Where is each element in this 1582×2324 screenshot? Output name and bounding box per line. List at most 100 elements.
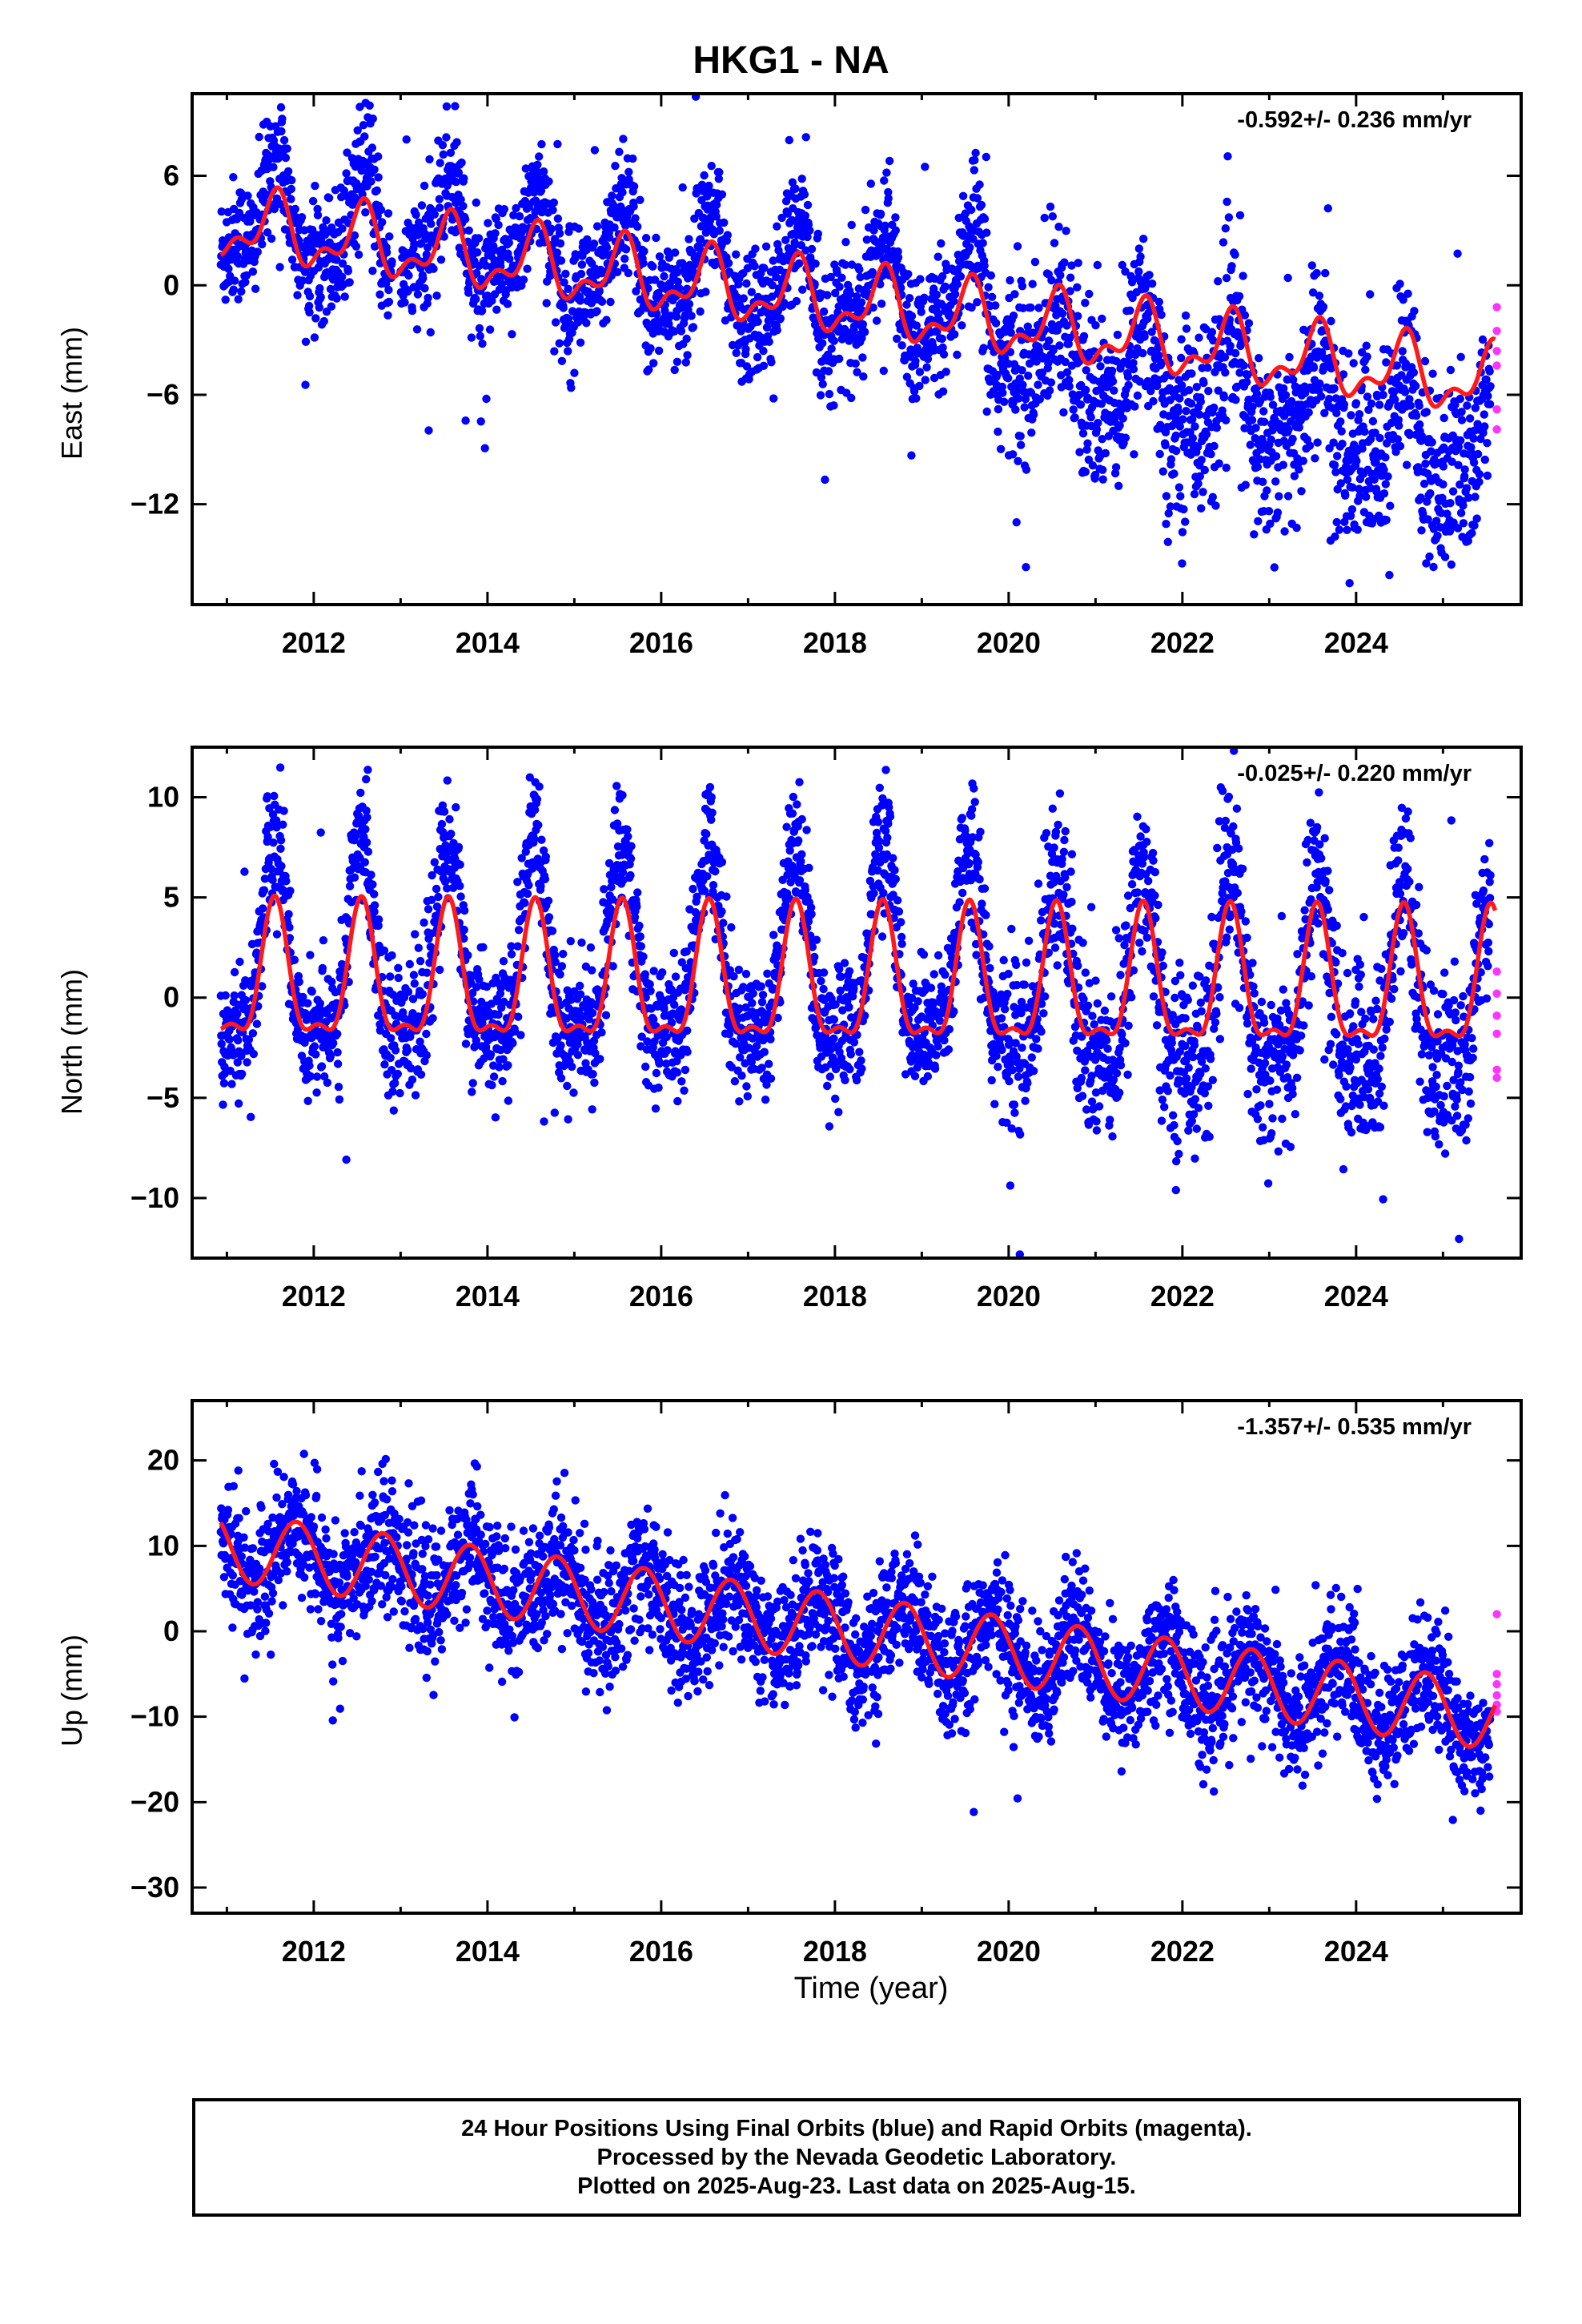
east-final-point: [1423, 497, 1431, 506]
east-final-point: [1177, 335, 1186, 344]
east-final-point: [555, 229, 564, 238]
east-xtick-label: 2018: [803, 626, 867, 659]
north-final-point: [703, 872, 712, 881]
north-final-point: [671, 972, 681, 981]
east-final-point: [934, 252, 942, 261]
east-final-point: [841, 260, 850, 269]
east-final-point: [608, 191, 616, 200]
east-final-point: [1227, 262, 1236, 271]
north-final-point: [320, 1072, 329, 1081]
north-final-point: [370, 890, 379, 899]
east-final-point: [1226, 341, 1235, 351]
east-final-point: [673, 277, 682, 286]
north-final-point: [530, 806, 540, 814]
east-final-point: [412, 325, 422, 334]
east-final-point: [1250, 530, 1259, 539]
east-final-point: [1393, 435, 1403, 444]
east-final-point: [564, 314, 573, 324]
north-final-point: [646, 987, 655, 995]
east-final-point: [464, 226, 473, 235]
east-final-point: [1285, 352, 1294, 362]
north-final-point: [306, 951, 315, 959]
north-final-point: [760, 1047, 769, 1056]
east-final-point: [1429, 562, 1438, 572]
east-final-point: [523, 264, 532, 273]
east-final-point: [1195, 410, 1204, 419]
east-final-point: [1323, 204, 1333, 213]
east-final-point: [998, 382, 1007, 392]
east-final-point: [378, 218, 387, 227]
east-final-point: [1485, 367, 1494, 376]
east-final-point: [982, 407, 991, 416]
east-final-point: [640, 247, 648, 255]
east-final-point: [448, 215, 457, 224]
north-final-point: [639, 952, 648, 961]
north-final-point: [424, 905, 433, 914]
east-final-point: [772, 273, 781, 282]
east-final-point: [1027, 428, 1036, 437]
east-final-point: [866, 179, 876, 188]
east-final-point: [1364, 405, 1373, 414]
east-final-point: [512, 203, 520, 213]
east-final-point: [1130, 402, 1139, 411]
east-final-point: [1456, 480, 1464, 489]
east-final-point: [1040, 213, 1049, 223]
east-final-point: [1283, 492, 1293, 501]
east-final-point: [1268, 400, 1278, 409]
east-final-point: [1012, 518, 1021, 527]
north-final-point: [414, 943, 423, 952]
east-final-point: [1275, 492, 1283, 501]
east-final-point: [1207, 328, 1217, 336]
east-final-point: [803, 232, 812, 242]
north-final-point: [387, 951, 396, 960]
north-final-point: [530, 834, 539, 843]
east-final-point: [417, 201, 427, 210]
east-final-point: [950, 296, 958, 306]
north-final-point: [334, 1083, 343, 1092]
east-final-point: [472, 268, 481, 278]
east-final-point: [472, 198, 480, 207]
north-final-point: [681, 1065, 690, 1075]
east-final-point: [492, 305, 501, 314]
east-final-point: [934, 310, 943, 319]
east-final-point: [673, 267, 682, 277]
east-final-point: [742, 362, 752, 371]
east-final-point: [1134, 267, 1143, 276]
east-final-point: [315, 283, 324, 293]
north-final-point: [586, 943, 596, 952]
east-final-point: [1148, 279, 1157, 288]
north-final-point: [436, 965, 444, 975]
east-final-point: [1202, 324, 1211, 334]
east-final-point: [1446, 499, 1455, 508]
north-final-point: [303, 1096, 312, 1106]
east-final-point: [1337, 427, 1346, 436]
east-final-point: [350, 231, 359, 240]
north-final-point: [504, 1096, 513, 1105]
east-final-point: [1415, 420, 1424, 429]
north-final-point: [293, 1024, 303, 1034]
east-final-point: [354, 250, 363, 259]
east-final-point: [941, 282, 950, 292]
east-final-point: [805, 226, 814, 235]
east-final-point: [1073, 283, 1082, 292]
east-final-point: [1399, 296, 1407, 304]
north-final-point: [709, 887, 717, 896]
east-final-point: [1177, 353, 1186, 363]
east-final-point: [1024, 372, 1033, 380]
east-final-point: [279, 135, 289, 145]
east-final-point: [1101, 448, 1110, 458]
east-final-point: [475, 324, 484, 333]
east-final-point: [1154, 351, 1163, 360]
north-final-point: [418, 990, 427, 999]
east-final-point: [773, 326, 781, 335]
east-final-point: [1140, 332, 1149, 341]
north-final-point: [619, 876, 628, 885]
east-final-point: [1439, 462, 1448, 471]
east-final-point: [547, 224, 556, 233]
north-final-point: [370, 901, 379, 910]
east-final-point: [234, 295, 243, 304]
east-final-point: [670, 327, 679, 336]
north-final-point: [601, 1011, 611, 1019]
north-final-point: [540, 1117, 548, 1126]
north-final-point: [683, 1047, 692, 1056]
